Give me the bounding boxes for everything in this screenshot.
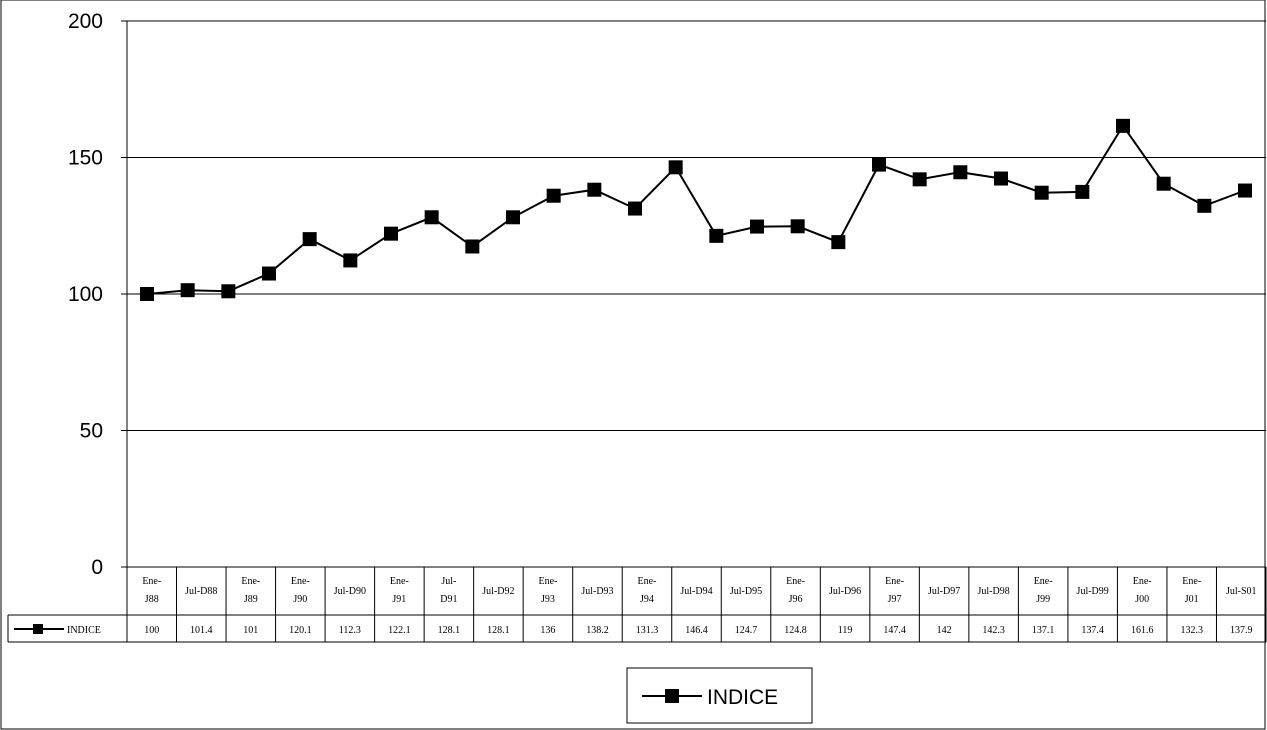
category-label: Ene-J89 xyxy=(241,576,260,605)
category-label: Ene-J90 xyxy=(291,576,310,605)
table-value-label: 136 xyxy=(540,625,555,636)
y-tick-label: 50 xyxy=(80,420,103,443)
data-point xyxy=(1075,184,1090,199)
data-point xyxy=(1156,176,1171,191)
table-value-label: 128.1 xyxy=(438,625,461,636)
data-point xyxy=(709,228,724,243)
data-point xyxy=(465,239,480,254)
data-point xyxy=(1197,198,1212,213)
category-label: Jul-D96 xyxy=(829,586,861,597)
data-point xyxy=(1116,118,1130,133)
data-point xyxy=(750,219,764,234)
table-value-label: 161.6 xyxy=(1131,625,1154,636)
category-label: Ene-J00 xyxy=(1133,576,1152,605)
y-axis-ticks: 0 50 100 150 200 xyxy=(68,10,128,579)
data-point xyxy=(628,201,642,216)
y-tick-label: 0 xyxy=(91,556,103,579)
data-point xyxy=(221,284,236,299)
data-point xyxy=(384,226,398,241)
category-label: Ene-J97 xyxy=(885,576,904,605)
category-label: Ene-J88 xyxy=(142,576,161,605)
y-tick-label: 200 xyxy=(68,10,103,33)
data-table: Ene-J88 Jul-D88 Ene-J89 Ene-J90 Jul-D90 Ene-J… xyxy=(7,566,1267,643)
table-value-label: 147.4 xyxy=(883,625,906,636)
table-series-name: INDICE xyxy=(67,625,101,636)
category-label: Ene-J96 xyxy=(786,576,805,605)
data-point xyxy=(831,235,846,250)
category-label: Jul-D98 xyxy=(978,586,1010,597)
series-line-indice xyxy=(146,123,1246,295)
category-label: Jul-D90 xyxy=(334,586,366,597)
data-point xyxy=(506,210,520,225)
series-indice xyxy=(140,118,1252,301)
gridlines xyxy=(127,20,1266,431)
table-value-label: 120.1 xyxy=(289,625,312,636)
category-label: Jul-D93 xyxy=(581,586,613,597)
data-point xyxy=(1238,183,1252,198)
data-point xyxy=(140,287,154,301)
legend: INDICE xyxy=(626,667,813,724)
category-label: Jul-D88 xyxy=(185,586,217,597)
category-label: Jul-D97 xyxy=(928,586,960,597)
data-point xyxy=(424,210,439,225)
data-point xyxy=(343,253,358,268)
data-point xyxy=(668,160,683,175)
table-value-label: 137.4 xyxy=(1081,625,1104,636)
category-label: Ene-J91 xyxy=(390,576,409,605)
table-value-label: 142.3 xyxy=(982,625,1005,636)
category-label: Ene-J94 xyxy=(638,576,657,605)
table-value-label: 128.1 xyxy=(487,625,510,636)
y-tick-label: 150 xyxy=(68,147,103,170)
category-label: Jul-D95 xyxy=(730,586,762,597)
table-value-label: 146.4 xyxy=(685,625,708,636)
category-label: Jul-S01 xyxy=(1226,586,1257,597)
table-value-label: 101 xyxy=(243,625,258,636)
legend-marker-swatch xyxy=(665,689,679,703)
category-label: Jul-D92 xyxy=(482,586,514,597)
data-point xyxy=(872,157,886,172)
category-label: Jul-D94 xyxy=(680,586,712,597)
category-label: Ene-J01 xyxy=(1182,576,1201,605)
category-label: Ene-J99 xyxy=(1034,576,1053,605)
y-tick-label: 100 xyxy=(68,283,103,306)
table-value-label: 100 xyxy=(144,625,159,636)
table-series-marker-swatch xyxy=(33,624,43,634)
table-value-label: 132.3 xyxy=(1180,625,1203,636)
data-point xyxy=(302,232,317,247)
table-value-label: 112.3 xyxy=(339,625,361,636)
data-point xyxy=(180,283,195,298)
data-point xyxy=(587,182,602,197)
table-value-label: 122.1 xyxy=(388,625,411,636)
table-value-label: 101.4 xyxy=(190,625,213,636)
data-point xyxy=(994,171,1008,186)
data-point xyxy=(953,165,968,180)
table-value-label: 137.1 xyxy=(1032,625,1055,636)
table-value-label: 138.2 xyxy=(586,625,609,636)
data-point xyxy=(912,172,927,187)
table-value-label: 124.7 xyxy=(735,625,758,636)
table-value-label: 131.3 xyxy=(636,625,659,636)
data-point xyxy=(1034,185,1049,200)
legend-label: INDICE xyxy=(707,686,778,709)
table-value-label: 137.9 xyxy=(1230,625,1253,636)
data-point xyxy=(790,219,805,234)
data-point xyxy=(546,188,561,203)
table-value-label: 142 xyxy=(937,625,952,636)
category-label: Jul-D91 xyxy=(440,576,457,605)
table-value-label: 124.8 xyxy=(784,625,807,636)
category-label: Jul-D99 xyxy=(1077,586,1109,597)
category-label: Ene-J93 xyxy=(538,576,557,605)
table-value-label: 119 xyxy=(838,625,853,636)
data-point xyxy=(262,266,276,281)
